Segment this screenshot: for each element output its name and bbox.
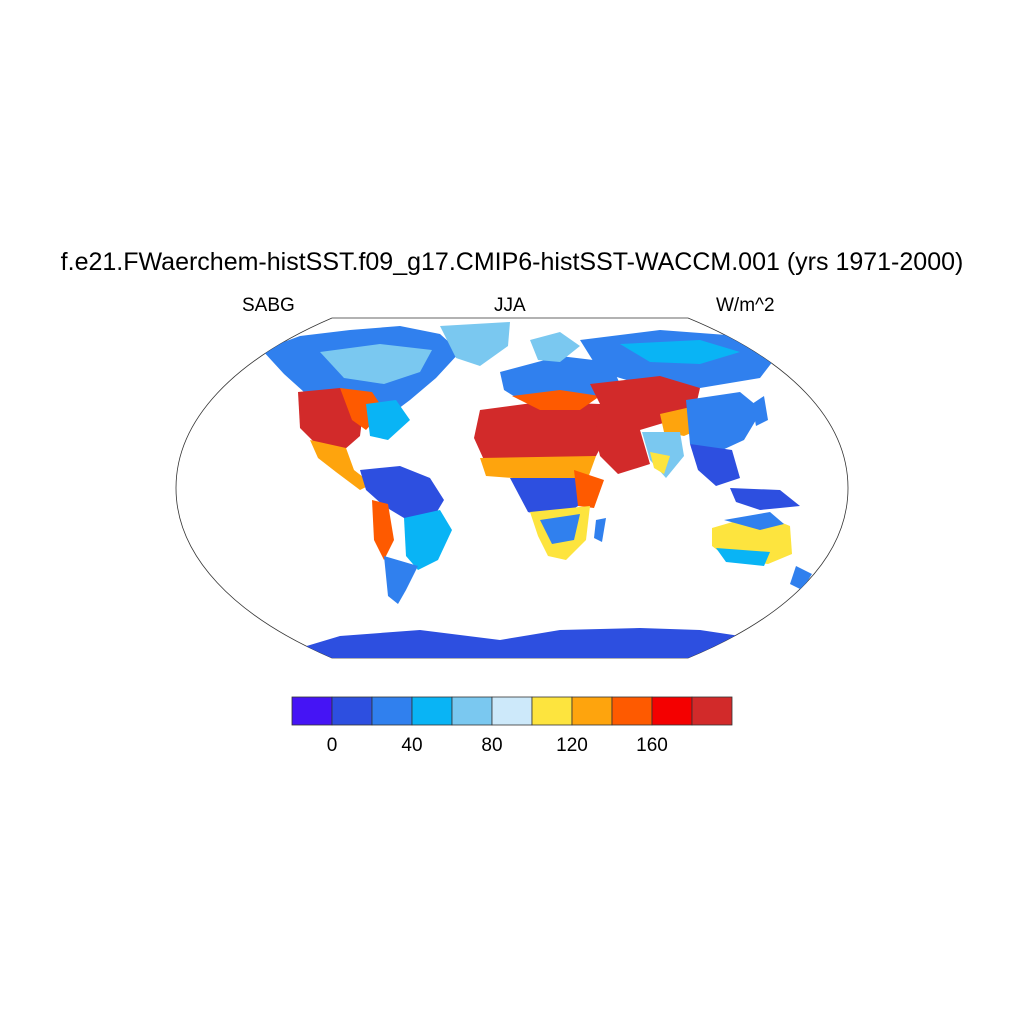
madagascar xyxy=(594,518,606,542)
australia-north xyxy=(724,512,784,530)
colorbar-swatch xyxy=(331,696,373,726)
colorbar-swatch xyxy=(411,696,453,726)
colorbar-swatch xyxy=(531,696,573,726)
canada-light xyxy=(320,344,432,384)
variable-label: SABG xyxy=(242,295,295,316)
colorbar-tick-label: 80 xyxy=(481,735,503,756)
china-east-asia xyxy=(686,392,762,452)
sahel xyxy=(480,456,596,480)
us-east xyxy=(366,400,410,440)
southeast-asia xyxy=(690,444,740,486)
southern-europe xyxy=(512,390,600,410)
africa-mid xyxy=(540,514,580,544)
colorbar-swatch xyxy=(691,696,733,726)
land-field xyxy=(262,322,812,658)
map-title: f.e21.FWaerchem-histSST.f09_g17.CMIP6-hi… xyxy=(60,248,964,276)
scandinavia xyxy=(530,332,580,362)
andes xyxy=(372,500,394,560)
east-africa xyxy=(574,470,604,508)
greenland xyxy=(440,322,510,366)
units-label: W/m^2 xyxy=(716,295,775,316)
australia-south xyxy=(716,548,770,566)
colorbar-swatch xyxy=(491,696,533,726)
south-america-south xyxy=(384,556,418,604)
sahara xyxy=(474,402,610,462)
colorbar-swatch xyxy=(451,696,493,726)
colorbar-tick-label: 0 xyxy=(326,735,338,756)
colorbar-swatch xyxy=(651,696,693,726)
season-label: JJA xyxy=(494,295,526,316)
colorbar-swatch xyxy=(571,696,613,726)
colorbar-swatch xyxy=(291,696,333,726)
colorbar-swatch xyxy=(371,696,413,726)
mexico xyxy=(310,440,372,490)
japan xyxy=(752,396,768,426)
colorbar-swatch xyxy=(611,696,653,726)
colorbar xyxy=(291,696,733,726)
colorbar-tick-label: 120 xyxy=(556,735,588,756)
south-america-east xyxy=(404,510,452,570)
indonesia xyxy=(730,488,800,510)
antarctica xyxy=(300,628,760,658)
siberia-light xyxy=(620,340,740,364)
middle-east-central-asia xyxy=(590,376,700,436)
india-warm xyxy=(650,452,670,474)
new-zealand xyxy=(790,566,812,590)
colorbar-tick-label: 40 xyxy=(401,735,423,756)
south-america-north xyxy=(360,466,444,520)
europe xyxy=(500,356,620,402)
arabia xyxy=(594,430,650,474)
colorbar-tick-label: 160 xyxy=(636,735,668,756)
